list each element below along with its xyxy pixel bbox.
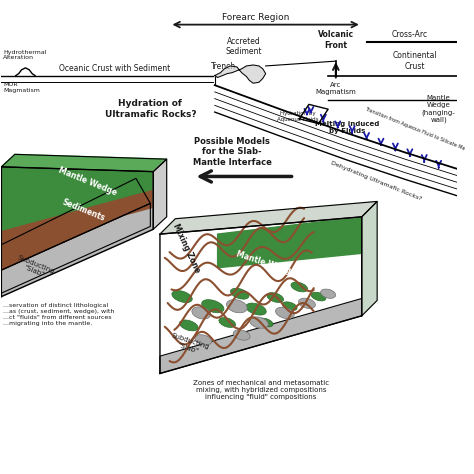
Text: Hydration by
Aqueous Fluids: Hydration by Aqueous Fluids: [277, 111, 318, 122]
Ellipse shape: [233, 330, 250, 340]
Polygon shape: [1, 155, 167, 172]
Ellipse shape: [227, 300, 247, 313]
Text: Subducting
"Slab": Subducting "Slab": [14, 255, 56, 281]
Text: Hydrothermal
Alteration: Hydrothermal Alteration: [3, 50, 47, 60]
Text: Cross-Arc: Cross-Arc: [392, 30, 428, 39]
Ellipse shape: [180, 320, 198, 331]
Text: Zones of mechanical and metasomatic
mixing, with hybridized compositions
influen: Zones of mechanical and metasomatic mixi…: [193, 380, 329, 400]
Text: Volcanic
Front: Volcanic Front: [318, 30, 354, 50]
Text: Subducting
"Slab": Subducting "Slab": [168, 332, 210, 357]
Text: MOR
Magmatism: MOR Magmatism: [3, 82, 40, 93]
Text: Continental
Crust: Continental Crust: [392, 52, 437, 71]
Text: Trench: Trench: [211, 62, 236, 71]
Text: Accreted
Sediment: Accreted Sediment: [225, 37, 262, 56]
Text: Forearc Region: Forearc Region: [222, 13, 290, 22]
Ellipse shape: [299, 298, 315, 309]
Polygon shape: [362, 201, 377, 316]
Ellipse shape: [320, 289, 336, 298]
Polygon shape: [1, 167, 153, 230]
Polygon shape: [1, 167, 153, 297]
Ellipse shape: [267, 292, 283, 302]
Text: Mixing Zone: Mixing Zone: [172, 222, 202, 274]
Polygon shape: [1, 189, 153, 248]
Polygon shape: [215, 65, 265, 83]
Text: Mantle Wedge: Mantle Wedge: [57, 165, 118, 197]
Ellipse shape: [291, 282, 308, 292]
Polygon shape: [0, 203, 150, 297]
Polygon shape: [160, 201, 377, 234]
Ellipse shape: [249, 317, 268, 328]
Text: Mantle
Wedge
(hanging-
wall): Mantle Wedge (hanging- wall): [422, 95, 456, 123]
Polygon shape: [0, 167, 136, 248]
Polygon shape: [160, 299, 362, 374]
Text: Hydration of
Ultramafic Rocks?: Hydration of Ultramafic Rocks?: [105, 100, 196, 119]
Polygon shape: [218, 217, 362, 268]
Ellipse shape: [202, 300, 224, 313]
Text: Mantle Wedge: Mantle Wedge: [235, 249, 297, 277]
Ellipse shape: [195, 335, 212, 345]
Ellipse shape: [230, 288, 249, 299]
Polygon shape: [153, 159, 167, 229]
Ellipse shape: [246, 303, 266, 315]
Ellipse shape: [172, 291, 192, 302]
Text: ...servation of distinct lithological
...as (crust, sediment, wedge), with
...ct: ...servation of distinct lithological ..…: [3, 303, 115, 326]
Ellipse shape: [275, 307, 294, 319]
Text: Transition from Aqueous Fluid to Silicate Me: Transition from Aqueous Fluid to Silicat…: [364, 106, 465, 151]
Text: Dehydrating Ultramafic Rocks?: Dehydrating Ultramafic Rocks?: [330, 161, 422, 202]
Ellipse shape: [283, 302, 297, 310]
Polygon shape: [160, 217, 362, 374]
Text: Arc
Magmatism: Arc Magmatism: [315, 82, 356, 95]
Text: Possible Models
for the Slab-
Mantle Interface: Possible Models for the Slab- Mantle Int…: [192, 137, 272, 167]
Polygon shape: [0, 178, 150, 273]
Ellipse shape: [311, 292, 326, 301]
Ellipse shape: [258, 318, 273, 327]
Text: Sediments: Sediments: [60, 197, 106, 223]
Ellipse shape: [192, 307, 210, 319]
Text: Melting induced
by Fluids: Melting induced by Fluids: [315, 121, 380, 134]
Text: Oceanic Crust with Sediment: Oceanic Crust with Sediment: [59, 64, 170, 73]
Ellipse shape: [219, 318, 236, 328]
